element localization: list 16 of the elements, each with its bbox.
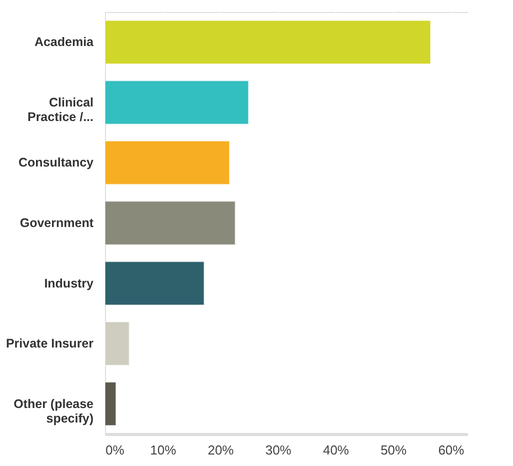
bar	[104, 321, 130, 366]
x-tick-label: 10%	[150, 442, 177, 458]
x-tick-label: 50%	[380, 442, 408, 458]
y-tick-label: Consultancy	[18, 156, 94, 170]
bar	[104, 382, 116, 426]
x-tick-label: 40%	[322, 442, 350, 458]
y-tick-label: Government	[20, 216, 94, 230]
x-tick-label: 0%	[106, 442, 125, 458]
y-tick-label: Academia	[34, 35, 95, 50]
y-tick-label: Other (please specify)	[14, 396, 94, 426]
y-tick-label: Private Insurer	[6, 336, 94, 351]
x-tick-label: 20%	[208, 442, 234, 458]
x-tick-label: 30%	[265, 442, 292, 458]
y-tick-label: Clinical Practice /...	[27, 95, 94, 124]
y-tick-label: Industry	[44, 276, 94, 290]
x-tick-label: 60%	[438, 442, 465, 458]
